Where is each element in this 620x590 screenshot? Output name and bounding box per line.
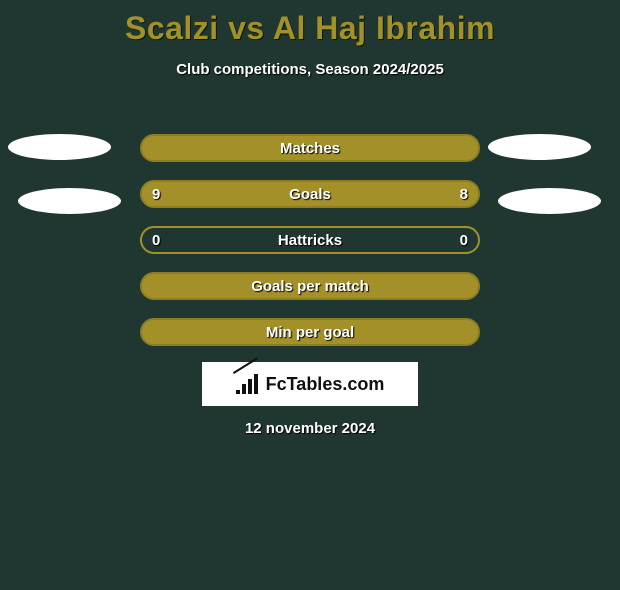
stat-row: Matches xyxy=(140,134,480,162)
player-left-disc-2 xyxy=(18,188,121,214)
stat-label: Goals per match xyxy=(251,278,369,295)
brand-text: FcTables.com xyxy=(266,374,385,395)
stat-row: Goals per match xyxy=(140,272,480,300)
subtitle: Club competitions, Season 2024/2025 xyxy=(0,61,620,78)
stat-label: Hattricks xyxy=(278,232,342,249)
stat-label: Goals xyxy=(289,186,331,203)
comparison-rows: Matches 9 Goals 8 0 Hattricks 0 Goals per match… xyxy=(140,134,480,364)
player-left-disc-1 xyxy=(8,134,111,160)
stat-label: Matches xyxy=(280,140,340,157)
stat-left-value: 9 xyxy=(152,186,160,203)
brand-box: FcTables.com xyxy=(202,362,418,406)
player-right-disc-2 xyxy=(498,188,601,214)
stat-right-value: 8 xyxy=(460,186,468,203)
stat-right-value: 0 xyxy=(460,232,468,249)
stat-row: Min per goal xyxy=(140,318,480,346)
stat-row: 0 Hattricks 0 xyxy=(140,226,480,254)
stat-row: 9 Goals 8 xyxy=(140,180,480,208)
page-title: Scalzi vs Al Haj Ibrahim xyxy=(0,10,620,47)
date-line: 12 november 2024 xyxy=(0,420,620,437)
player-right-disc-1 xyxy=(488,134,591,160)
bar-chart-icon xyxy=(236,374,260,394)
stat-left-value: 0 xyxy=(152,232,160,249)
stat-label: Min per goal xyxy=(266,324,354,341)
